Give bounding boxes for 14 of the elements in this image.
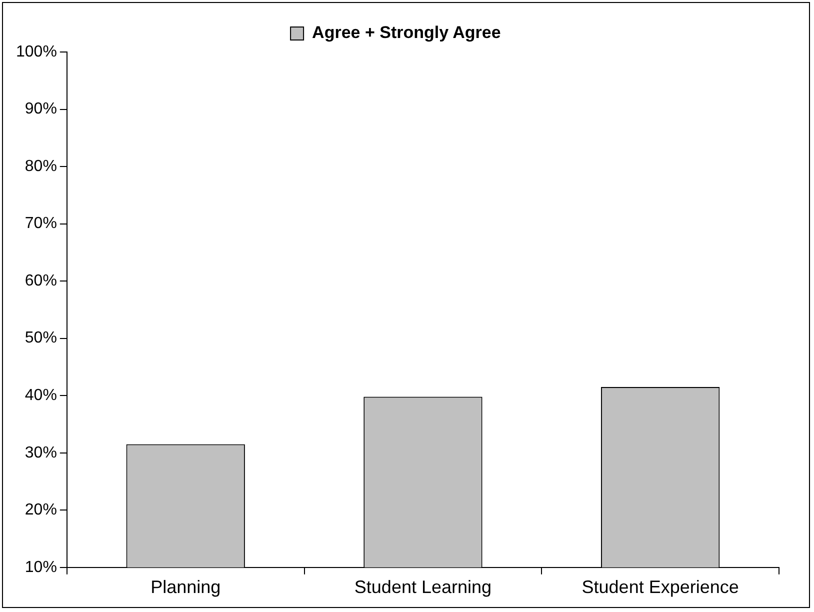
x-tick-label: Student Experience bbox=[582, 577, 739, 598]
y-tick-label: 30% bbox=[24, 444, 57, 462]
y-tick-label: 10% bbox=[24, 558, 57, 576]
y-tick-label: 40% bbox=[24, 387, 57, 404]
y-tick-label: 70% bbox=[24, 215, 57, 232]
y-tick-label: 90% bbox=[24, 100, 57, 118]
y-tick-label: 50% bbox=[24, 330, 57, 347]
y-tick-label: 100% bbox=[16, 43, 57, 60]
legend-label: Agree + Strongly Agree bbox=[312, 23, 501, 42]
y-tick-label: 60% bbox=[24, 272, 57, 290]
y-tick-label: 80% bbox=[24, 158, 57, 175]
x-tick-label: Planning bbox=[150, 577, 221, 598]
y-tick-label: 20% bbox=[24, 502, 57, 519]
x-tick-label: Student Learning bbox=[354, 577, 492, 598]
